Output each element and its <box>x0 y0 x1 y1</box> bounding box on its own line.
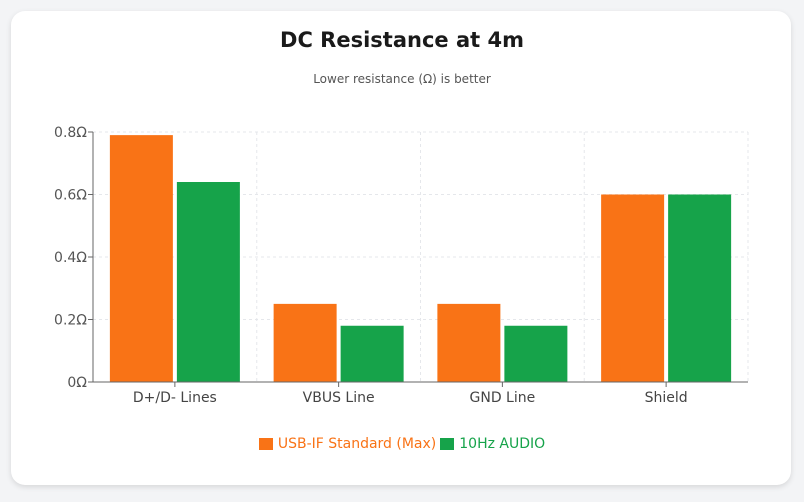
y-tick-label: 0Ω <box>67 375 87 391</box>
bar-usb-if-standard <box>601 194 665 382</box>
x-tick-label: GND Line <box>470 390 536 406</box>
bar-usb-if-standard <box>437 303 501 382</box>
bar-usb-if-standard <box>109 135 173 382</box>
chart-title: DC Resistance at 4m <box>280 28 524 52</box>
chart-subtitle: Lower resistance (Ω) is better <box>313 72 491 86</box>
y-tick-label: 0.2Ω <box>54 313 87 329</box>
legend-item: USB-IF Standard (Max) <box>258 436 437 452</box>
bar-10hz-audio <box>668 194 732 382</box>
y-tick-label: 0.6Ω <box>54 188 87 204</box>
y-tick-label: 0.4Ω <box>54 250 87 266</box>
legend-item: 10Hz AUDIO <box>440 436 545 452</box>
x-tick-label: D+/D- Lines <box>133 390 217 406</box>
chart-legend: USB-IF Standard (Max) 10Hz AUDIO <box>0 436 804 454</box>
bar-10hz-audio <box>340 325 404 382</box>
legend-swatch <box>258 438 273 450</box>
legend-label: 10Hz AUDIO <box>459 436 546 452</box>
legend-label: USB-IF Standard (Max) <box>277 436 437 452</box>
bar-10hz-audio <box>176 182 240 382</box>
bar-usb-if-standard <box>273 303 337 382</box>
y-tick-label: 0.8Ω <box>54 125 87 141</box>
x-tick-label: Shield <box>645 390 688 406</box>
legend-swatch <box>440 438 455 450</box>
x-tick-label: VBUS Line <box>303 390 375 406</box>
bar-10hz-audio <box>504 325 568 382</box>
